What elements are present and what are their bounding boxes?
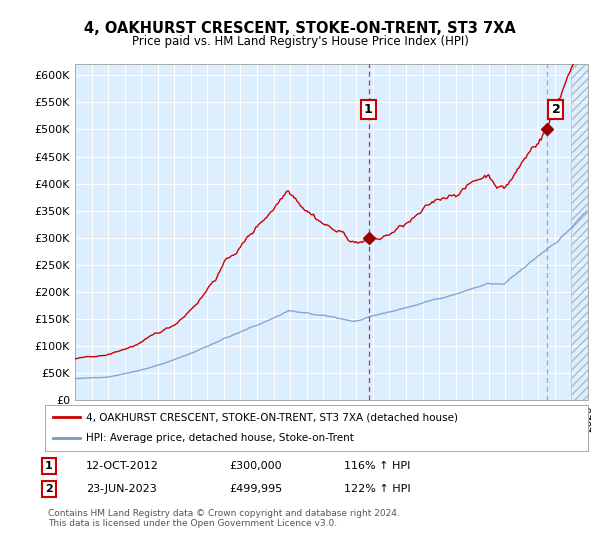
Text: 2: 2 [551,103,560,116]
Text: 1: 1 [364,103,373,116]
Text: 116% ↑ HPI: 116% ↑ HPI [344,461,410,471]
Text: 4, OAKHURST CRESCENT, STOKE-ON-TRENT, ST3 7XA (detached house): 4, OAKHURST CRESCENT, STOKE-ON-TRENT, ST… [86,412,458,422]
Text: 4, OAKHURST CRESCENT, STOKE-ON-TRENT, ST3 7XA: 4, OAKHURST CRESCENT, STOKE-ON-TRENT, ST… [84,21,516,36]
Text: 12-OCT-2012: 12-OCT-2012 [86,461,158,471]
Text: £499,995: £499,995 [230,484,283,494]
Text: £300,000: £300,000 [230,461,282,471]
Text: 1: 1 [45,461,53,471]
Bar [571,64,588,400]
Text: HPI: Average price, detached house, Stoke-on-Trent: HPI: Average price, detached house, Stok… [86,433,353,444]
Text: 23-JUN-2023: 23-JUN-2023 [86,484,157,494]
Bar [571,64,588,400]
Text: 2: 2 [45,484,53,494]
Text: Contains HM Land Registry data © Crown copyright and database right 2024.
This d: Contains HM Land Registry data © Crown c… [48,509,400,528]
Text: Price paid vs. HM Land Registry's House Price Index (HPI): Price paid vs. HM Land Registry's House … [131,35,469,48]
Text: 122% ↑ HPI: 122% ↑ HPI [344,484,410,494]
